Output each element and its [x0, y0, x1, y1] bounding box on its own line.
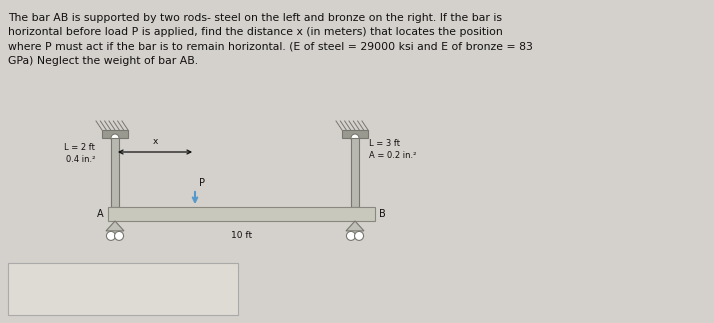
- Circle shape: [351, 134, 359, 142]
- Text: L = 3 ft: L = 3 ft: [369, 140, 400, 149]
- Bar: [111, 138, 119, 207]
- Bar: [342, 130, 368, 138]
- Circle shape: [355, 231, 363, 240]
- Text: B: B: [379, 209, 386, 219]
- Text: A: A: [97, 209, 104, 219]
- Text: P: P: [199, 178, 205, 188]
- Polygon shape: [346, 221, 364, 231]
- Text: A = 0.2 in.²: A = 0.2 in.²: [369, 151, 416, 161]
- Text: The bar AB is supported by two rods- steel on the left and bronze on the right. : The bar AB is supported by two rods- ste…: [8, 13, 533, 66]
- Polygon shape: [106, 221, 124, 231]
- Bar: [351, 138, 359, 207]
- Bar: [102, 130, 128, 138]
- Circle shape: [111, 134, 119, 142]
- Circle shape: [106, 231, 116, 240]
- Text: 0.4 in.²: 0.4 in.²: [66, 155, 95, 164]
- Text: x: x: [152, 137, 158, 146]
- Text: L = 2 ft: L = 2 ft: [64, 143, 95, 152]
- Text: 10 ft: 10 ft: [231, 231, 252, 239]
- Bar: [108, 207, 375, 221]
- Circle shape: [114, 231, 124, 240]
- Circle shape: [346, 231, 356, 240]
- Bar: [8, 263, 238, 315]
